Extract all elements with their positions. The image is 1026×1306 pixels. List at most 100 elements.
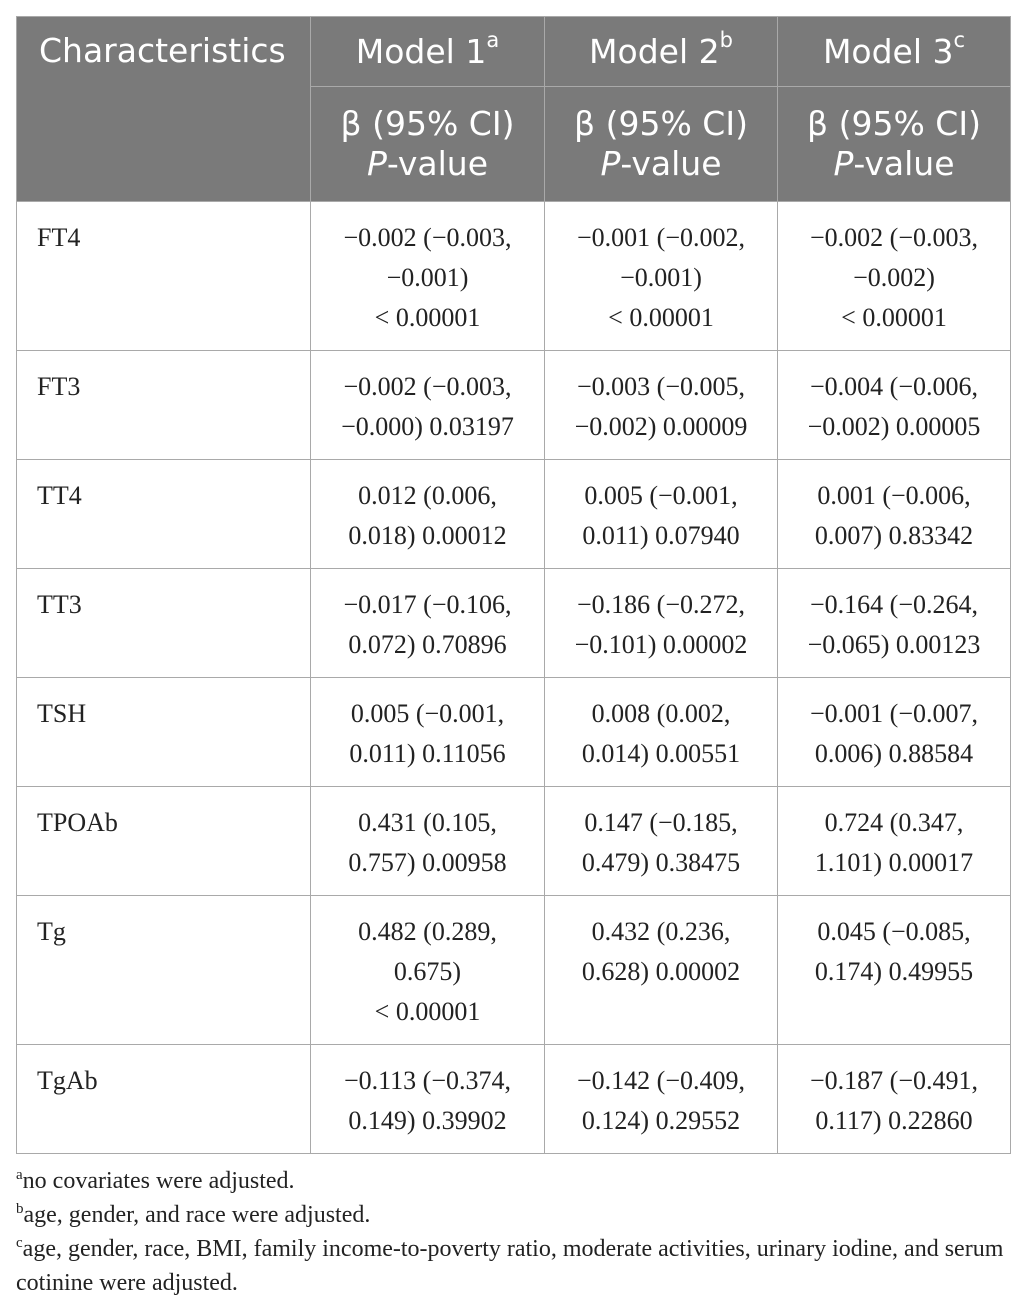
cell-line: < 0.00001: [608, 303, 714, 332]
cell-line: −0.002) 0.00009: [574, 412, 748, 441]
cell-line: −0.113 (−0.374,: [343, 1066, 512, 1095]
cell-line: 0.011) 0.11056: [349, 739, 506, 768]
model-3-cell: 0.001 (−0.006, 0.007) 0.83342: [777, 459, 1011, 569]
cell-line: −0.164 (−0.264,: [810, 590, 978, 619]
table-row: TPOAb 0.431 (0.105, 0.757) 0.00958 0.147 (−…: [16, 786, 1011, 896]
cell-line: −0.001): [386, 263, 469, 292]
model-3-cell: 0.045 (−0.085, 0.174) 0.49955: [777, 895, 1011, 1045]
cell-line: 0.005 (−0.001,: [350, 699, 505, 728]
model-1-cell: 0.005 (−0.001, 0.011) 0.11056: [310, 677, 545, 787]
model-2-header: Model 2b: [544, 16, 778, 87]
characteristics-header: Characteristics: [16, 16, 311, 202]
cell-line: 0.007) 0.83342: [814, 521, 974, 550]
p-value-label: P-value: [545, 144, 777, 184]
p-italic: P: [833, 144, 854, 183]
model-2-cell: 0.432 (0.236, 0.628) 0.00002: [544, 895, 778, 1045]
cell-line: 0.005 (−0.001,: [584, 481, 738, 510]
cell-line: −0.065) 0.00123: [807, 630, 981, 659]
cell-line: 0.008 (0.002,: [591, 699, 731, 728]
model-1-label: Model 1: [355, 32, 487, 71]
p-value-label: P-value: [311, 144, 544, 184]
cell-line: −0.186 (−0.272,: [577, 590, 745, 619]
table-row: TgAb −0.113 (−0.374, 0.149) 0.39902 −0.142 …: [16, 1044, 1011, 1154]
cell-line: 0.001 (−0.006,: [817, 481, 971, 510]
model-1-cell: −0.113 (−0.374, 0.149) 0.39902: [310, 1044, 545, 1154]
p-value-label: P-value: [778, 144, 1010, 184]
beta-ci-label: β (95% CI): [340, 104, 515, 143]
model-3-cell: −0.164 (−0.264, −0.065) 0.00123: [777, 568, 1011, 678]
p-value-suffix: -value: [386, 144, 489, 183]
cell-line: −0.004 (−0.006,: [810, 372, 978, 401]
cell-line: 0.479) 0.38475: [581, 848, 741, 877]
table-row: TT3 −0.017 (−0.106, 0.072) 0.70896 −0.186 (…: [16, 568, 1011, 678]
cell-line: 1.101) 0.00017: [814, 848, 974, 877]
results-table-container: Characteristics Model 1a Model 2b Model …: [16, 16, 1011, 1300]
row-label: TSH: [16, 677, 311, 787]
model-2-mark: b: [719, 28, 733, 52]
cell-line: 0.757) 0.00958: [348, 848, 507, 877]
cell-line: 0.482 (0.289,: [358, 917, 497, 946]
cell-line: −0.002 (−0.003,: [343, 372, 512, 401]
model-2-cell: 0.147 (−0.185, 0.479) 0.38475: [544, 786, 778, 896]
table-row: FT3 −0.002 (−0.003, −0.000) 0.03197 −0.003 …: [16, 350, 1011, 460]
cell-line: 0.724 (0.347,: [824, 808, 964, 837]
footnote-text: age, gender, and race were adjusted.: [23, 1202, 371, 1228]
model-3-header: Model 3c: [777, 16, 1011, 87]
model-3-label: Model 3: [822, 32, 954, 71]
table-header: Characteristics Model 1a Model 2b Model …: [16, 16, 1011, 202]
cell-line: 0.431 (0.105,: [358, 808, 497, 837]
cell-line: −0.002) 0.00005: [807, 412, 981, 441]
row-label: FT4: [16, 201, 311, 351]
footnote-text: no covariates were adjusted.: [22, 1168, 295, 1194]
beta-ci-label: β (95% CI): [807, 104, 981, 143]
cell-line: −0.002 (−0.003,: [343, 223, 512, 252]
row-label: TT4: [16, 459, 311, 569]
p-italic: P: [366, 144, 387, 183]
row-label: Tg: [16, 895, 311, 1045]
cell-line: 0.174) 0.49955: [814, 957, 974, 986]
model-1-cell: −0.002 (−0.003, −0.000) 0.03197: [310, 350, 545, 460]
cell-line: −0.002 (−0.003,: [810, 223, 978, 252]
model-2-cell: −0.142 (−0.409, 0.124) 0.29552: [544, 1044, 778, 1154]
beta-ci-label: β (95% CI): [574, 104, 748, 143]
model-1-header: Model 1a: [310, 16, 545, 87]
cell-line: 0.147 (−0.185,: [584, 808, 738, 837]
cell-line: −0.017 (−0.106,: [343, 590, 512, 619]
cell-line: 0.628) 0.00002: [581, 957, 741, 986]
model-3-cell: −0.002 (−0.003, −0.002) < 0.00001: [777, 201, 1011, 351]
cell-line: −0.003 (−0.005,: [577, 372, 745, 401]
model-2-cell: −0.001 (−0.002, −0.001) < 0.00001: [544, 201, 778, 351]
row-label: TgAb: [16, 1044, 311, 1154]
p-italic: P: [600, 144, 621, 183]
footnote-mark: c: [16, 1235, 23, 1251]
table-row: FT4 −0.002 (−0.003, −0.001) < 0.00001 −0.001…: [16, 201, 1011, 351]
cell-line: 0.124) 0.29552: [581, 1106, 741, 1135]
cell-line: 0.117) 0.22860: [815, 1106, 973, 1135]
footnote: cage, gender, race, BMI, family income-t…: [16, 1232, 1010, 1300]
cell-line: 0.012 (0.006,: [358, 481, 497, 510]
cell-line: −0.187 (−0.491,: [810, 1066, 978, 1095]
model-3-cell: −0.001 (−0.007, 0.006) 0.88584: [777, 677, 1011, 787]
model-1-subheader: β (95% CI) P-value: [310, 86, 545, 202]
model-1-cell: −0.017 (−0.106, 0.072) 0.70896: [310, 568, 545, 678]
footnotes: ano covariates were adjusted. bage, gende…: [16, 1164, 1010, 1300]
cell-line: −0.142 (−0.409,: [577, 1066, 745, 1095]
cell-line: −0.000) 0.03197: [341, 412, 514, 441]
model-3-subheader: β (95% CI) P-value: [777, 86, 1011, 202]
footnote-text: age, gender, race, BMI, family income-to…: [16, 1236, 1004, 1296]
row-label: TT3: [16, 568, 311, 678]
model-3-mark: c: [953, 28, 966, 52]
model-2-cell: −0.186 (−0.272, −0.101) 0.00002: [544, 568, 778, 678]
cell-line: −0.002): [853, 263, 935, 292]
model-2-label: Model 2: [589, 32, 720, 71]
model-1-mark: a: [486, 28, 500, 52]
model-3-cell: −0.187 (−0.491, 0.117) 0.22860: [777, 1044, 1011, 1154]
cell-line: < 0.00001: [374, 997, 481, 1026]
model-1-cell: 0.482 (0.289, 0.675) < 0.00001: [310, 895, 545, 1045]
model-1-cell: 0.012 (0.006, 0.018) 0.00012: [310, 459, 545, 569]
cell-line: 0.432 (0.236,: [591, 917, 731, 946]
model-3-cell: −0.004 (−0.006, −0.002) 0.00005: [777, 350, 1011, 460]
regression-table: Characteristics Model 1a Model 2b Model …: [16, 16, 1011, 1154]
p-value-suffix: -value: [620, 144, 722, 183]
cell-line: −0.001 (−0.007,: [810, 699, 978, 728]
